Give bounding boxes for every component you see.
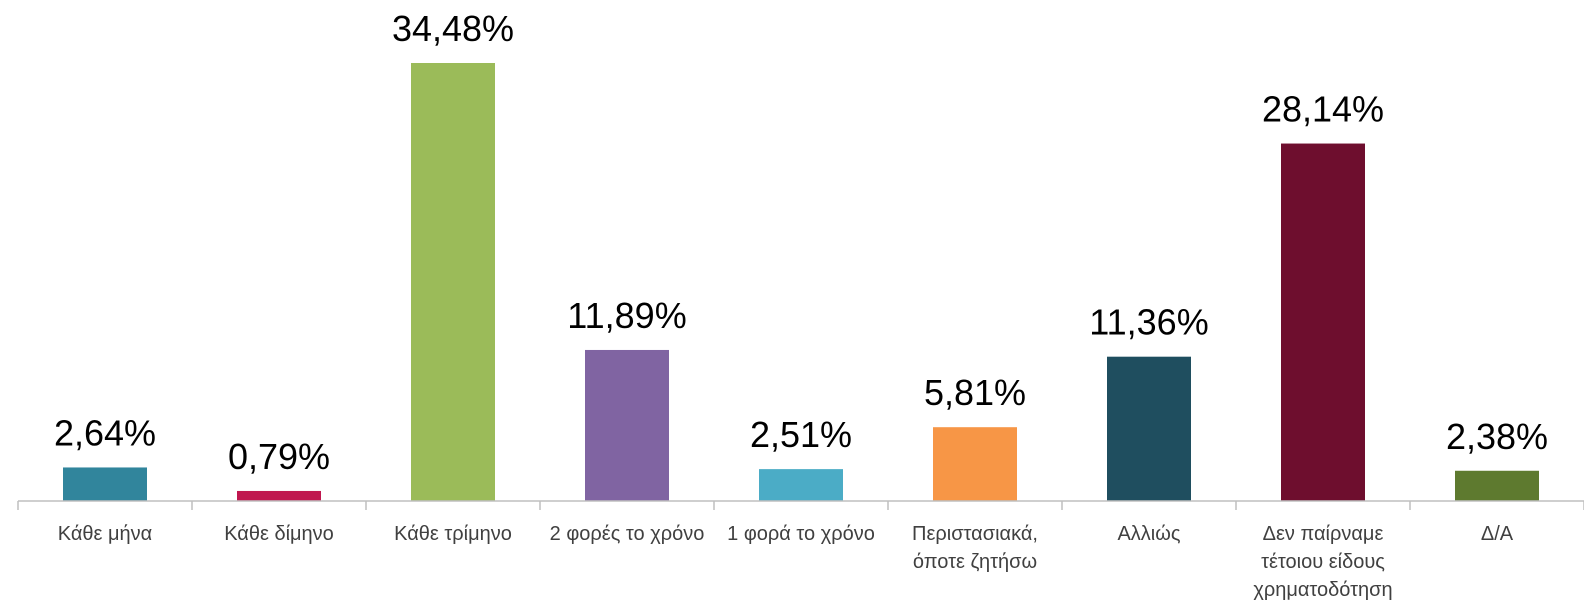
data-label: 0,79% bbox=[228, 436, 330, 477]
category-label: Κάθε δίμηνο bbox=[224, 523, 334, 545]
bar bbox=[1455, 470, 1539, 501]
category-label: Αλλιώς bbox=[1117, 523, 1180, 545]
category-label: 2 φορές το χρόνο bbox=[550, 523, 705, 545]
category-label-line: τέτοιου είδους bbox=[1261, 551, 1385, 573]
category-label: Κάθε μήνα bbox=[58, 523, 152, 545]
data-label: 2,38% bbox=[1446, 416, 1548, 457]
bar bbox=[411, 63, 495, 501]
data-label: 2,51% bbox=[750, 414, 852, 455]
category-label-line: χρηματοδότηση bbox=[1253, 579, 1392, 601]
category-label-line: Δ/Α bbox=[1481, 523, 1514, 545]
category-label-line: Περιστασιακά, bbox=[912, 523, 1038, 545]
category-label-line: Κάθε τρίμηνο bbox=[394, 523, 512, 545]
bar bbox=[63, 467, 147, 501]
bar bbox=[1281, 143, 1365, 502]
category-label-line: Δεν παίρναμε bbox=[1263, 523, 1384, 545]
category-label-line: όποτε ζητήσω bbox=[913, 551, 1037, 573]
category-label-line: Κάθε μήνα bbox=[58, 523, 152, 545]
bar bbox=[1107, 356, 1191, 501]
category-label-line: 2 φορές το χρόνο bbox=[550, 523, 705, 545]
category-label: Δ/Α bbox=[1481, 523, 1514, 545]
data-label: 28,14% bbox=[1262, 89, 1384, 130]
bar bbox=[933, 427, 1017, 501]
category-label-line: Κάθε δίμηνο bbox=[224, 523, 334, 545]
data-label: 11,36% bbox=[1089, 302, 1208, 343]
category-label-line: 1 φορά το χρόνο bbox=[727, 523, 875, 545]
data-label: 34,48% bbox=[392, 8, 514, 49]
category-label: 1 φορά το χρόνο bbox=[727, 523, 875, 545]
category-label: Περιστασιακά, όποτε ζητήσω bbox=[912, 523, 1038, 573]
bar bbox=[759, 469, 843, 501]
category-label: Δεν παίρναμε τέτοιου είδους χρηματοδότηση bbox=[1253, 523, 1392, 601]
data-label: 11,89% bbox=[567, 295, 686, 336]
data-label: 2,64% bbox=[54, 412, 156, 453]
category-label-line: Αλλιώς bbox=[1117, 523, 1180, 545]
bar bbox=[237, 490, 321, 501]
data-label: 5,81% bbox=[924, 372, 1026, 413]
category-label: Κάθε τρίμηνο bbox=[394, 523, 512, 545]
bar bbox=[585, 349, 669, 501]
